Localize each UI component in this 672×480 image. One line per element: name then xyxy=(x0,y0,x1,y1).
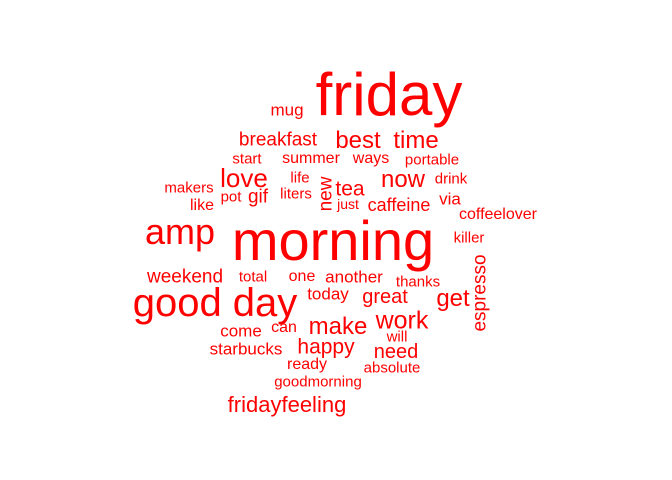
word-get: get xyxy=(436,285,470,312)
word-makers: makers xyxy=(164,179,214,197)
word-amp: amp xyxy=(144,211,216,252)
word-now: now xyxy=(380,166,426,193)
word-work: work xyxy=(375,306,429,335)
word-thanks: thanks xyxy=(395,273,441,291)
word-summer: summer xyxy=(282,150,340,167)
word-ways: ways xyxy=(352,150,390,167)
word-life: life xyxy=(290,169,310,187)
word-coffeelover: coffeelover xyxy=(459,206,537,223)
word-caffeine: caffeine xyxy=(367,195,431,215)
word-fridayfeeling: fridayfeeling xyxy=(227,392,347,417)
word-starbucks: starbucks xyxy=(209,339,283,359)
word-new: new xyxy=(315,176,337,212)
word-great: great xyxy=(362,286,408,308)
word-portable: portable xyxy=(404,151,460,169)
word-goodmorning: goodmorning xyxy=(274,373,362,391)
word-start: start xyxy=(232,150,262,168)
word-liters: liters xyxy=(280,185,312,203)
word-best: best xyxy=(335,127,381,154)
word-will: will xyxy=(386,328,408,346)
word-killer: killer xyxy=(453,229,485,247)
word-just: just xyxy=(337,196,359,212)
word-absolute: absolute xyxy=(363,359,421,377)
word-make: make xyxy=(308,313,368,340)
word-espresso: espresso xyxy=(469,254,491,332)
word-breakfast: breakfast xyxy=(238,129,318,151)
word-ready: ready xyxy=(286,356,328,373)
word-time: time xyxy=(393,127,439,154)
word-love: love xyxy=(220,163,268,193)
word-gif: gif xyxy=(247,186,269,208)
word-tea: tea xyxy=(335,177,365,201)
word-mug: mug xyxy=(270,100,304,120)
word-pot: pot xyxy=(220,188,242,206)
word-like: like xyxy=(189,197,215,214)
word-drink: drink xyxy=(434,170,468,188)
word-one: one xyxy=(288,268,316,285)
word-come: come xyxy=(220,321,262,341)
word-morning: morning xyxy=(231,209,435,272)
word-happy: happy xyxy=(297,335,355,359)
word-via: via xyxy=(439,189,461,209)
word-weekend: weekend xyxy=(146,266,224,288)
word-good-day: good day xyxy=(132,281,298,325)
word-total: total xyxy=(238,268,268,286)
word-another: another xyxy=(325,267,383,287)
word-friday: friday xyxy=(315,61,463,128)
word-today: today xyxy=(307,284,349,304)
word-need: need xyxy=(373,341,419,363)
word-can: can xyxy=(271,319,297,336)
